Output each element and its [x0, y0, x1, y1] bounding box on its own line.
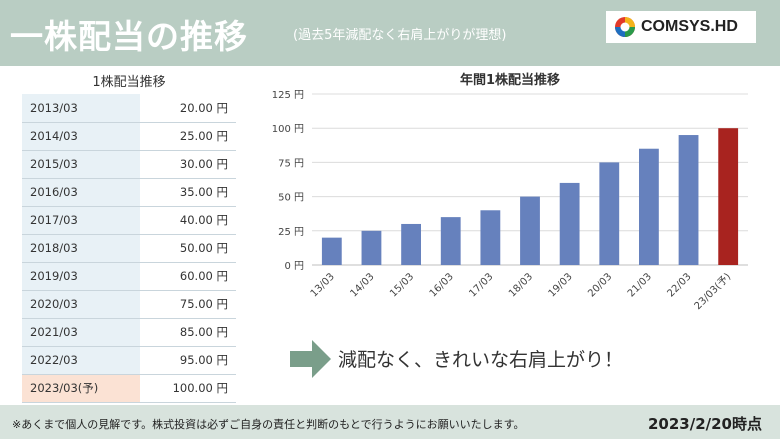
disclaimer-note: ※あくまで個人の見解です。株式投資は必ずご自身の責任と判断のもとで行うようにお願… — [12, 418, 525, 431]
x-tick-label: 21/03 — [626, 271, 654, 299]
table-cell-value: 50.00 円 — [140, 234, 236, 263]
page-title: 一株配当の推移 — [10, 17, 248, 56]
table-cell-year: 2015/03 — [22, 150, 140, 179]
chart-bar — [321, 237, 342, 265]
chart-bar — [678, 135, 699, 265]
table-cell-year: 2013/03 — [22, 94, 140, 123]
table-cell-value: 25.00 円 — [140, 122, 236, 151]
chart-bar — [639, 148, 659, 265]
table-cell-value: 35.00 円 — [140, 178, 236, 207]
table-row: 2013/03 20.00 円 — [22, 94, 236, 123]
x-tick-label: 23/03(予) — [692, 271, 734, 313]
footer-band: ※あくまで個人の見解です。株式投資は必ずご自身の責任と判断のもとで行うようにお願… — [0, 405, 780, 439]
table-cell-year: 2020/03 — [22, 290, 140, 319]
x-tick-label: 18/03 — [507, 271, 535, 299]
x-tick-label: 16/03 — [428, 271, 456, 299]
x-tick-label: 17/03 — [467, 271, 495, 299]
table-row: 2019/03 60.00 円 — [22, 262, 236, 291]
table-cell-year: 2016/03 — [22, 178, 140, 207]
y-tick-label: 0 円 — [284, 261, 304, 272]
chart-bar — [520, 196, 540, 265]
chart-bar — [401, 223, 421, 265]
table-row: 2020/03 75.00 円 — [22, 290, 236, 319]
table-cell-value: 60.00 円 — [140, 262, 236, 291]
table-cell-value: 20.00 円 — [140, 94, 236, 123]
page-subtitle: (過去5年減配なく右肩上がりが理想) — [293, 28, 507, 43]
table-cell-value: 85.00 円 — [140, 318, 236, 347]
as-of-date: 2023/2/20時点 — [647, 415, 762, 433]
x-tick-label: 22/03 — [666, 271, 694, 299]
chart-bar — [480, 210, 501, 265]
chart-bar — [559, 182, 580, 265]
x-tick-label: 14/03 — [348, 271, 376, 299]
comsys-logo-icon — [615, 17, 635, 37]
y-tick-label: 25 円 — [278, 227, 304, 238]
table-row: 2021/03 85.00 円 — [22, 318, 236, 347]
table-cell-year: 2021/03 — [22, 318, 140, 347]
header-band: 一株配当の推移 (過去5年減配なく右肩上がりが理想) COMSYS.HD — [0, 0, 780, 66]
table-row: 2015/03 30.00 円 — [22, 150, 236, 179]
summary-message: 減配なく、きれいな右肩上がり！ — [338, 349, 624, 371]
table-cell-value: 95.00 円 — [140, 346, 236, 375]
right-arrow-icon — [290, 340, 331, 378]
dividend-table: 2013/03 20.00 円 2014/03 25.00 円 2015/03 30.… — [22, 94, 236, 403]
table-cell-value: 30.00 円 — [140, 150, 236, 179]
table-cell-value: 75.00 円 — [140, 290, 236, 319]
table-cell-year: 2023/03(予) — [22, 374, 140, 403]
table-row: 2014/03 25.00 円 — [22, 122, 236, 151]
x-tick-label: 13/03 — [309, 271, 337, 299]
y-tick-label: 75 円 — [278, 158, 304, 169]
table-cell-year: 2018/03 — [22, 234, 140, 263]
x-tick-label: 19/03 — [547, 271, 575, 299]
table-row: 2016/03 35.00 円 — [22, 178, 236, 207]
y-tick-label: 50 円 — [278, 193, 304, 204]
dividend-bar-chart: 年間1株配当推移 0 円 25 円 50 円 75 円 100 円 125 円 13/03 1… — [272, 72, 748, 313]
x-tick-label: 15/03 — [388, 271, 416, 299]
dividend-table-panel: 1株配当推移 2013/03 20.00 円 2014/03 25.00 円 201… — [22, 72, 236, 403]
table-cell-year: 2014/03 — [22, 122, 140, 151]
chart-bar — [599, 162, 620, 265]
chart-bar — [718, 128, 739, 265]
table-cell-value: 40.00 円 — [140, 206, 236, 235]
logo-text: COMSYS.HD — [641, 18, 738, 35]
chart-bar — [361, 230, 382, 265]
table-row-forecast: 2023/03(予) 100.00 円 — [22, 374, 236, 403]
table-cell-value: 100.00 円 — [140, 374, 236, 403]
y-tick-label: 100 円 — [272, 124, 304, 135]
table-cell-year: 2022/03 — [22, 346, 140, 375]
y-tick-label: 125 円 — [272, 90, 304, 101]
company-logo: COMSYS.HD — [606, 11, 756, 43]
table-row: 2018/03 50.00 円 — [22, 234, 236, 263]
table-row: 2017/03 40.00 円 — [22, 206, 236, 235]
table-row: 2022/03 95.00 円 — [22, 346, 236, 375]
table-title: 1株配当推移 — [92, 75, 166, 90]
x-tick-label: 20/03 — [586, 271, 614, 299]
table-cell-year: 2019/03 — [22, 262, 140, 291]
chart-bar — [440, 217, 461, 265]
table-cell-year: 2017/03 — [22, 206, 140, 235]
chart-title: 年間1株配当推移 — [460, 72, 560, 88]
